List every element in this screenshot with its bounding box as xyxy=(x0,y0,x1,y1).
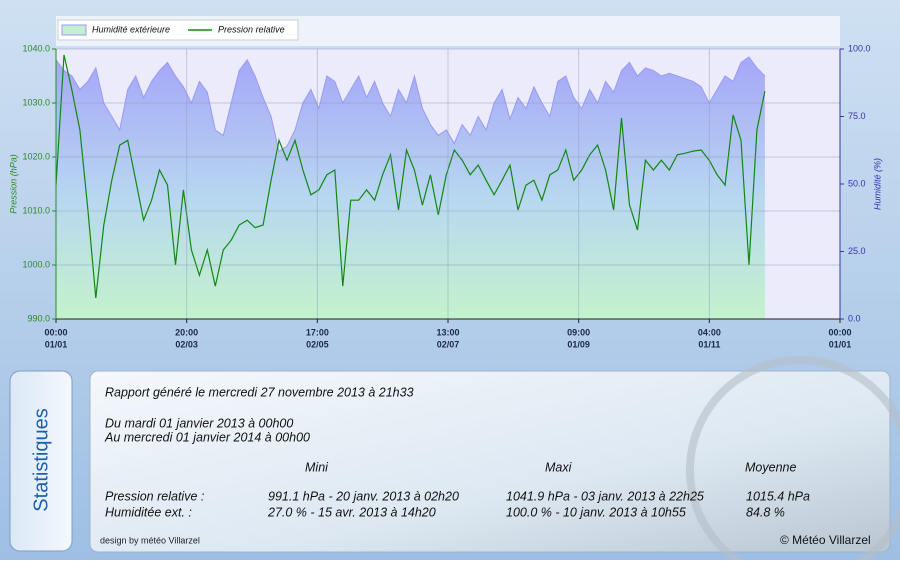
legend-label: Pression relative xyxy=(218,24,285,34)
legend-swatch xyxy=(61,24,87,36)
cell: 100.0 % - 10 janv. 2013 à 10h55 xyxy=(506,505,686,519)
x-tick-label: 13:00 xyxy=(436,327,459,337)
barometer-decoration xyxy=(686,356,900,565)
copyright: © Météo Villarzel xyxy=(780,533,871,547)
report-line: Rapport généré le mercredi 27 novembre 2… xyxy=(105,385,414,399)
y-tick-label: 1020.0 xyxy=(22,151,50,161)
x-tick-label: 01/09 xyxy=(567,339,590,349)
x-tick-label: 04:00 xyxy=(698,327,721,337)
x-tick-label: 01/01 xyxy=(829,339,852,349)
x-tick-label: 02/07 xyxy=(437,339,460,349)
y-axis-label: Pression (hPa) xyxy=(8,154,18,214)
x-tick-label: 17:00 xyxy=(306,327,329,337)
col-header: Mini xyxy=(305,460,329,474)
y2-axis-label: Humidité (%) xyxy=(872,158,882,210)
row-label: Humiditée ext. : xyxy=(105,505,192,519)
x-tick-label: 00:00 xyxy=(828,327,851,337)
y-tick-label: 1040.0 xyxy=(22,43,50,53)
y-tick-label: 990.0 xyxy=(27,313,50,323)
cell: 1015.4 hPa xyxy=(746,489,810,503)
period-to: Au mercredi 01 janvier 2014 à 00h00 xyxy=(104,430,310,444)
x-tick-label: 20:00 xyxy=(175,327,198,337)
cell: 1041.9 hPa - 03 janv. 2013 à 22h25 xyxy=(506,489,704,503)
area-fill xyxy=(56,57,765,319)
y2-tick-label: 100.0 xyxy=(848,43,871,53)
y2-tick-label: 0.0 xyxy=(848,313,861,323)
row-label: Pression relative : xyxy=(105,489,204,503)
y-tick-label: 1030.0 xyxy=(22,97,50,107)
y-tick-label: 1000.0 xyxy=(22,259,50,269)
area-outline xyxy=(55,56,766,153)
y2-tick-label: 50.0 xyxy=(848,178,866,188)
x-tick-label: 00:00 xyxy=(44,327,67,337)
x-tick-label: 02/05 xyxy=(306,339,329,349)
x-tick-label: 09:00 xyxy=(567,327,590,337)
stats-tab xyxy=(9,370,73,552)
y2-tick-label: 75.0 xyxy=(848,111,866,121)
legend-label: Humidité extérieure xyxy=(92,24,170,34)
line xyxy=(55,54,766,298)
design-credit: design by météo Villarzel xyxy=(100,535,200,545)
x-tick-label: 02/03 xyxy=(175,339,198,349)
col-header: Maxi xyxy=(545,460,573,474)
cell: 84.8 % xyxy=(746,505,785,519)
y2-tick-label: 25.0 xyxy=(848,246,866,256)
stats-tab-label: Statistiques xyxy=(30,408,52,511)
cell: 27.0 % - 15 avr. 2013 à 14h20 xyxy=(267,505,436,519)
chart: 990.0 1000.0 1010.0 1020.0 1030.0 1040.0 0.0 25… xyxy=(22,43,870,349)
legend xyxy=(57,19,299,41)
x-tick-label: 01/11 xyxy=(698,339,720,349)
cell: 991.1 hPa - 20 janv. 2013 à 02h20 xyxy=(268,489,459,503)
period-from: Du mardi 01 janvier 2013 à 00h00 xyxy=(105,416,293,430)
x-tick-label: 01/01 xyxy=(45,339,68,349)
y-tick-label: 1010.0 xyxy=(22,205,50,215)
col-header: Moyenne xyxy=(745,460,796,474)
stats-panel xyxy=(89,370,891,553)
